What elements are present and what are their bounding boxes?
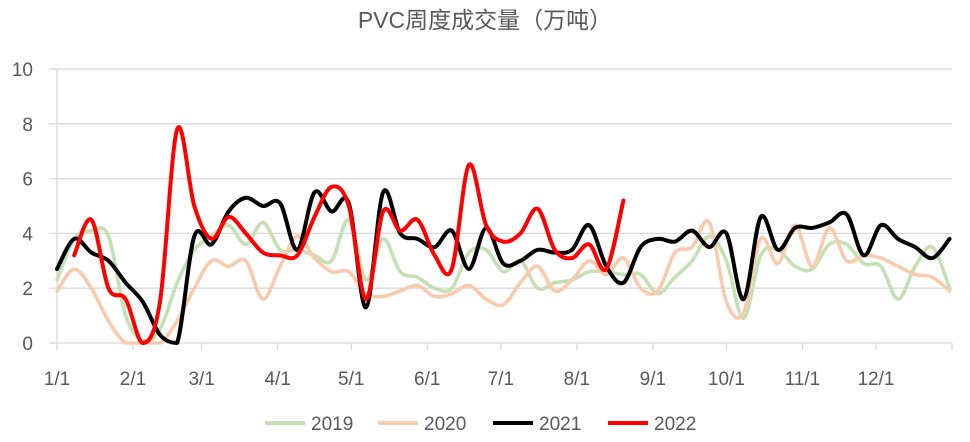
series-line-2019 [55, 217, 952, 343]
x-tick-label: 8/1 [564, 369, 590, 390]
x-tick-label: 5/1 [338, 369, 364, 390]
x-tick-label: 6/1 [414, 369, 440, 390]
y-tick-label: 2 [22, 279, 33, 300]
legend-label: 2020 [424, 414, 466, 435]
x-tick-label: 1/1 [44, 369, 70, 390]
legend-label: 2019 [311, 414, 353, 435]
series-line-2022 [72, 125, 626, 345]
y-tick-label: 8 [22, 115, 33, 136]
y-tick-label: 10 [12, 60, 33, 81]
series-line-2020 [55, 218, 952, 345]
x-tick-label: 7/1 [488, 369, 514, 390]
series-line-2021 [55, 188, 952, 345]
x-tick-label: 12/1 [857, 369, 894, 390]
series-lines [55, 125, 952, 345]
legend-item-2021: 2021 [493, 414, 581, 435]
y-tick-label: 4 [22, 224, 33, 245]
y-tick-label: 6 [22, 170, 33, 191]
legend-item-2019: 2019 [265, 414, 353, 435]
x-tick-label: 9/1 [640, 369, 666, 390]
x-tick-label: 10/1 [708, 369, 745, 390]
legend-label: 2022 [654, 414, 696, 435]
legend-item-2020: 2020 [378, 414, 466, 435]
y-tick-label: 0 [22, 334, 33, 355]
y-axis: 0 2 4 6 8 10 [12, 60, 58, 355]
x-tick-label: 2/1 [120, 369, 146, 390]
x-tick-label: 4/1 [264, 369, 290, 390]
legend-label: 2021 [539, 414, 581, 435]
x-tick-label: 11/1 [785, 369, 821, 390]
legend: 2019 2020 2021 2022 [265, 414, 696, 435]
x-tick-label: 3/1 [188, 369, 214, 390]
chart-title: PVC周度成交量（万吨） [358, 7, 612, 33]
legend-item-2022: 2022 [608, 414, 696, 435]
x-axis: 1/1 2/1 3/1 4/1 5/1 6/1 7/1 8/1 9/1 10/1 11/1 12/1 [44, 343, 953, 390]
